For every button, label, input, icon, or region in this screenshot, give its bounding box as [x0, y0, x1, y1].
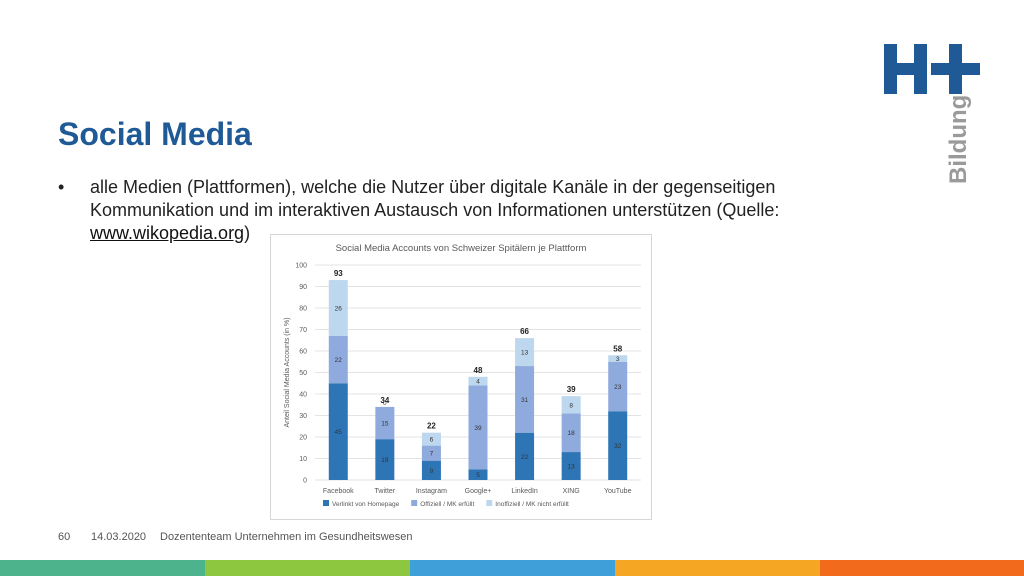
hplus-bildung-logo: Bildung	[884, 44, 980, 184]
data-label: 15	[381, 421, 389, 428]
bar-segment	[561, 413, 581, 453]
y-axis-label: Anteil Social Media Accounts (in %)	[284, 317, 291, 427]
bar-segment	[515, 338, 535, 367]
data-label: 32	[614, 443, 622, 450]
total-label: 34	[380, 396, 389, 405]
legend-label: Offiziell / MK erfüllt	[420, 501, 474, 508]
data-label: 39	[474, 425, 482, 432]
bar-segment	[608, 411, 628, 480]
data-label: 22	[335, 357, 343, 364]
y-tick-label: 100	[295, 263, 307, 270]
chart-container: Social Media Accounts von Schweizer Spit…	[270, 234, 652, 520]
bar-segment	[468, 469, 488, 480]
legend-label: Verlinkt von Homepage	[332, 501, 400, 508]
total-label: 39	[567, 385, 576, 394]
data-label: 19	[381, 457, 389, 464]
bar-segment	[375, 406, 395, 440]
data-label: 22	[521, 454, 529, 461]
total-label: 22	[427, 422, 436, 431]
bar-segment	[515, 432, 535, 480]
source-link[interactable]: www.wikopedia.org	[90, 223, 245, 243]
data-label: 26	[335, 306, 343, 313]
data-label: 18	[568, 430, 576, 437]
y-tick-label: 30	[299, 413, 307, 420]
bullet-text: alle Medien (Plattformen), welche die Nu…	[90, 176, 840, 245]
y-tick-label: 90	[299, 284, 307, 291]
bar-segment-1	[0, 560, 205, 576]
y-tick-label: 80	[299, 306, 307, 313]
data-label: 8	[569, 402, 573, 409]
bullet-symbol: •	[58, 177, 65, 197]
logo-word: Bildung	[945, 95, 972, 184]
data-label: 9	[430, 468, 434, 475]
footer-text: Dozententeam Unternehmen im Gesundheitsw…	[160, 531, 413, 543]
x-tick-label: Google+	[465, 488, 492, 495]
data-label: 0	[383, 400, 387, 407]
bar-segment	[608, 361, 628, 412]
y-tick-label: 20	[299, 435, 307, 442]
legend-swatch	[323, 500, 329, 506]
x-tick-label: XING	[563, 488, 580, 495]
legend-swatch	[411, 500, 418, 506]
data-label: 5	[476, 472, 480, 479]
x-tick-label: YouTube	[604, 488, 632, 495]
bullet-text-main: alle Medien (Plattformen), welche die Nu…	[90, 177, 780, 220]
bar-segment-4	[615, 560, 820, 576]
total-label: 58	[613, 344, 622, 353]
y-tick-label: 60	[299, 349, 307, 356]
data-label: 7	[430, 451, 434, 458]
total-label: 66	[520, 327, 529, 336]
bottom-color-bar	[0, 560, 1024, 576]
data-label: 6	[430, 437, 434, 444]
y-tick-label: 50	[299, 370, 307, 377]
bar-segment	[328, 383, 348, 480]
bar-segment	[375, 439, 395, 480]
data-label: 31	[521, 397, 529, 404]
bar-segment	[421, 432, 441, 446]
bar-segment	[421, 460, 441, 480]
bar-segment	[468, 376, 488, 386]
bar-segment-5	[820, 560, 1024, 576]
total-label: 48	[474, 366, 483, 375]
bar-segment	[328, 335, 348, 384]
legend-label: Inoffiziell / MK nicht erfüllt	[495, 501, 569, 508]
y-tick-label: 0	[303, 478, 307, 485]
footer-date: 14.03.2020	[91, 531, 147, 543]
bar-segment	[421, 445, 441, 461]
bar-segment-2	[205, 560, 410, 576]
data-label: 4	[476, 379, 480, 386]
bar-segment	[608, 355, 628, 362]
bar-segment-3	[410, 560, 615, 576]
chart-title: Social Media Accounts von Schweizer Spit…	[336, 243, 587, 254]
page-number: 60	[58, 531, 71, 543]
x-tick-label: Facebook	[323, 488, 354, 495]
x-tick-label: LinkedIn	[511, 488, 538, 495]
x-tick-label: Twitter	[375, 488, 396, 495]
data-label: 23	[614, 384, 622, 391]
slide-title: Social Media	[58, 116, 252, 152]
bullet-text-end: )	[244, 223, 251, 243]
y-tick-label: 40	[299, 392, 307, 399]
data-label: 45	[335, 429, 343, 436]
x-tick-label: Instagram	[416, 488, 447, 495]
data-label: 13	[568, 464, 576, 471]
y-tick-label: 70	[299, 327, 307, 334]
total-label: 93	[334, 269, 343, 278]
bar-segment	[561, 396, 581, 414]
data-label: 13	[521, 350, 529, 357]
bar-segment	[561, 452, 581, 480]
legend-swatch	[486, 500, 493, 506]
stacked-bar-chart: Social Media Accounts von Schweizer Spit…	[284, 243, 641, 508]
bar-segment	[515, 366, 535, 433]
data-label: 3	[616, 356, 620, 363]
bar-segment	[328, 280, 348, 336]
bar-segment	[468, 385, 488, 470]
y-tick-label: 10	[299, 456, 307, 463]
